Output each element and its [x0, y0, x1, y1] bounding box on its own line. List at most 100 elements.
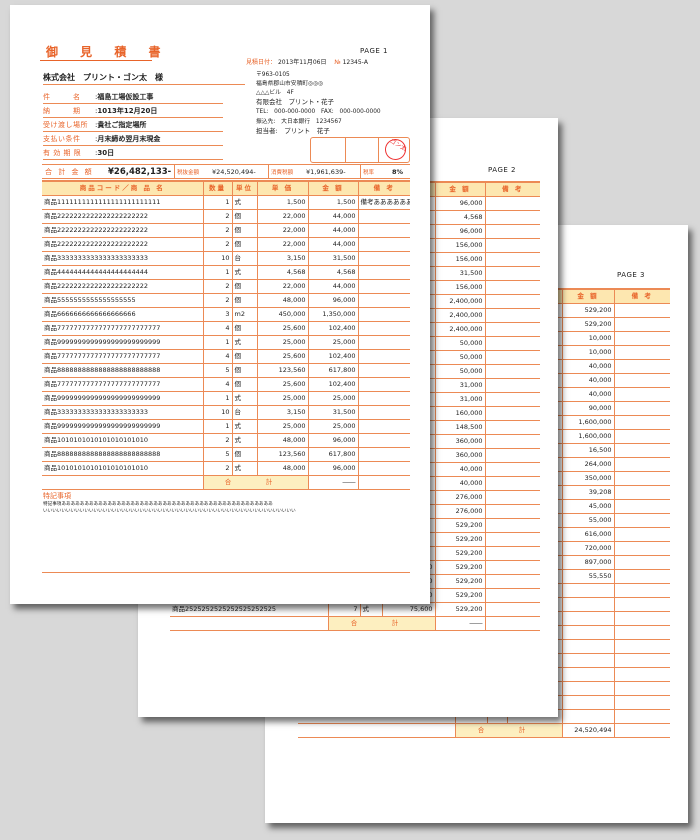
field-row: 納 期:1013年12月20日 — [43, 106, 223, 118]
amount: 1,600,000 — [562, 415, 615, 430]
remarks — [358, 223, 410, 238]
notes-line: いいいいいいいいいいいいいいいいいいいいいいいいいいいいいいいいいいいいいいいい… — [43, 509, 296, 514]
remarks — [358, 433, 410, 448]
amount: 44,000 — [308, 209, 359, 224]
empty-cell — [562, 653, 615, 668]
unit-price: 25,600 — [257, 321, 309, 336]
notes-block: 特記事項 特記事項あああああああああああああああああああああああああああああああ… — [43, 492, 296, 515]
amount: 40,000 — [562, 387, 615, 402]
table-row: 商品2222222222222222222222 2 個 22,000 44,000 — [42, 279, 410, 294]
amount: 25,000 — [308, 335, 359, 350]
amount: 96,000 — [308, 293, 359, 308]
field-value: 貴社ご指定場所 — [97, 121, 147, 129]
item-name: 商品2525252525252525252525 — [170, 602, 329, 617]
page-number: PAGE 2 — [488, 166, 516, 174]
unit-price: 450,000 — [257, 307, 309, 322]
empty-cell — [562, 611, 615, 626]
remarks — [358, 209, 410, 224]
amount: 1,350,000 — [308, 307, 359, 322]
remarks — [614, 499, 670, 514]
remarks — [614, 387, 670, 402]
unit: 個 — [232, 321, 258, 336]
amount: 31,500 — [308, 405, 359, 420]
amount: 2,400,000 — [435, 308, 486, 323]
empty-cell — [562, 625, 615, 640]
unit-price: 3,150 — [257, 405, 309, 420]
table-row: 商品1111111111111111111111111 1 式 1,500 1,500 備… — [42, 195, 410, 210]
unit: 個 — [232, 223, 258, 238]
quantity: 3 — [203, 307, 233, 322]
field-label: 支払い条件 — [43, 135, 81, 143]
table-row: 商品2222222222222222222222 2 個 22,000 44,000 — [42, 237, 410, 252]
empty-cell — [614, 709, 670, 724]
remarks — [485, 504, 540, 519]
remarks — [485, 280, 540, 295]
amount: 529,200 — [435, 560, 486, 575]
table-row: 商品2525252525252525252525 7 式 75,600 529,200 — [170, 602, 540, 617]
remarks — [485, 266, 540, 281]
item-name: 商品8888888888888888888888888 — [42, 447, 204, 462]
table-row: 商品5555555555555555555 2 個 48,000 96,000 — [42, 293, 410, 308]
unit-price: 25,000 — [257, 391, 309, 406]
empty-cell — [562, 639, 615, 654]
unit-price: 25,000 — [257, 419, 309, 434]
remarks — [358, 461, 410, 476]
unit: 台 — [232, 251, 258, 266]
field-row: 受け渡し場所:貴社ご指定場所 — [43, 120, 223, 132]
remarks — [614, 373, 670, 388]
amount: 40,000 — [435, 462, 486, 477]
amount: 44,000 — [308, 237, 359, 252]
remarks — [485, 364, 540, 379]
remarks — [358, 251, 410, 266]
remarks — [485, 588, 540, 603]
remarks — [485, 294, 540, 309]
amount: 148,500 — [435, 420, 486, 435]
table-row: 商品9999999999999999999999999 1 式 25,000 25,00… — [42, 335, 410, 350]
remarks — [485, 336, 540, 351]
table-row: 商品8888888888888888888888888 5 個 123,560 617,… — [42, 447, 410, 462]
amount: 44,000 — [308, 223, 359, 238]
unit-price: 22,000 — [257, 279, 309, 294]
amount: 31,500 — [435, 266, 486, 281]
remarks — [614, 471, 670, 486]
item-name: 商品5555555555555555555 — [42, 293, 204, 308]
remarks — [614, 429, 670, 444]
table-row: 商品8888888888888888888888888 5 個 123,560 617,… — [42, 363, 410, 378]
amount: 529,200 — [435, 574, 486, 589]
notes-text: 特記事項ああああああああああああああああああああああああああああああああああああ… — [43, 501, 296, 515]
amount: 617,800 — [308, 363, 359, 378]
field-label: 受け渡し場所 — [43, 121, 88, 129]
remarks — [485, 210, 540, 225]
field-label: 件 名 — [43, 93, 81, 101]
issuer-line: 福島県郡山市安積町◎◎◎ — [256, 81, 324, 87]
unit: 個 — [232, 349, 258, 364]
empty-cell — [614, 667, 670, 682]
total-label: 合 計 — [328, 616, 436, 631]
tax-rate-label: 税率 — [363, 170, 375, 176]
amount: 55,550 — [562, 569, 615, 584]
remarks — [485, 224, 540, 239]
field-row: 件 名:福島工場仮設工事 — [43, 92, 223, 104]
remarks — [485, 420, 540, 435]
table-row: 商品7777777777777777777777777 4 個 25,600 102,4… — [42, 349, 410, 364]
field-value: 福島工場仮設工事 — [97, 93, 154, 101]
unit: m2 — [232, 307, 258, 322]
unit: 式 — [232, 335, 258, 350]
amount: 156,000 — [435, 280, 486, 295]
item-name: 商品4444444444444444444444 — [42, 265, 204, 280]
amount: 96,000 — [435, 196, 486, 211]
unit: 式 — [232, 419, 258, 434]
tax-rate: 8% — [392, 168, 404, 176]
remarks — [485, 574, 540, 589]
column-header: 備 考 — [485, 181, 540, 197]
remarks — [358, 447, 410, 462]
unit: 式 — [232, 433, 258, 448]
total-row: 合 計 ―― — [170, 616, 540, 631]
amount: 44,000 — [308, 279, 359, 294]
remarks — [358, 293, 410, 308]
amount: 2,400,000 — [435, 322, 486, 337]
quantity: 4 — [203, 349, 233, 364]
empty-cell — [614, 639, 670, 654]
field-value: 30日 — [97, 149, 115, 157]
unit-price: 25,600 — [257, 349, 309, 364]
